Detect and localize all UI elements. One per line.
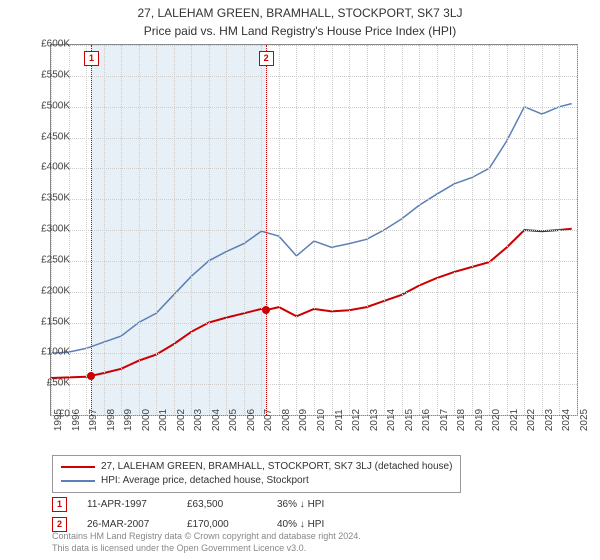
legend-label: 27, LALEHAM GREEN, BRAMHALL, STOCKPORT, … <box>101 460 452 474</box>
x-tick-label: 1997 <box>88 409 99 431</box>
sale-pct: 36% ↓ HPI <box>277 499 324 510</box>
legend: 27, LALEHAM GREEN, BRAMHALL, STOCKPORT, … <box>52 455 461 493</box>
sale-row-1: 1 11-APR-1997 £63,500 36% ↓ HPI <box>52 497 324 512</box>
x-tick-label: 2018 <box>456 409 467 431</box>
x-tick-label: 1996 <box>71 409 82 431</box>
x-tick-label: 2007 <box>263 409 274 431</box>
sale-dot <box>87 372 95 380</box>
chart-title-1: 27, LALEHAM GREEN, BRAMHALL, STOCKPORT, … <box>0 0 600 20</box>
x-tick-label: 2021 <box>509 409 520 431</box>
sale-price: £170,000 <box>187 519 257 530</box>
x-tick-label: 2003 <box>193 409 204 431</box>
x-tick-label: 2006 <box>246 409 257 431</box>
x-tick-label: 2001 <box>158 409 169 431</box>
chart-marker-2: 2 <box>259 51 274 66</box>
sale-date: 11-APR-1997 <box>87 499 167 510</box>
y-tick-label: £50K <box>47 378 70 389</box>
y-tick-label: £450K <box>41 131 70 142</box>
footer: Contains HM Land Registry data © Crown c… <box>52 530 361 554</box>
y-tick-label: £400K <box>41 162 70 173</box>
x-tick-label: 2019 <box>474 409 485 431</box>
x-tick-label: 2025 <box>579 409 590 431</box>
chart-marker-1: 1 <box>84 51 99 66</box>
x-tick-label: 2013 <box>369 409 380 431</box>
x-tick-label: 2009 <box>298 409 309 431</box>
x-tick-label: 1999 <box>123 409 134 431</box>
series-hpi <box>51 104 572 354</box>
chart-title-2: Price paid vs. HM Land Registry's House … <box>0 20 600 38</box>
chart-plot-area: 12 <box>50 44 578 416</box>
y-tick-label: £100K <box>41 347 70 358</box>
x-tick-label: 2008 <box>281 409 292 431</box>
x-tick-label: 2010 <box>316 409 327 431</box>
y-tick-label: £550K <box>41 69 70 80</box>
x-tick-label: 2002 <box>176 409 187 431</box>
y-tick-label: £250K <box>41 254 70 265</box>
sale-price: £63,500 <box>187 499 257 510</box>
x-tick-label: 2004 <box>211 409 222 431</box>
sale-pct: 40% ↓ HPI <box>277 519 324 530</box>
x-tick-label: 2005 <box>228 409 239 431</box>
x-tick-label: 2000 <box>141 409 152 431</box>
x-tick-label: 2023 <box>544 409 555 431</box>
x-tick-label: 2017 <box>439 409 450 431</box>
series-property <box>51 229 572 378</box>
legend-label: HPI: Average price, detached house, Stoc… <box>101 474 309 488</box>
y-tick-label: £200K <box>41 285 70 296</box>
y-tick-label: £300K <box>41 224 70 235</box>
legend-item-hpi: HPI: Average price, detached house, Stoc… <box>61 474 452 488</box>
x-tick-label: 1998 <box>106 409 117 431</box>
sale-marker-1: 1 <box>52 497 67 512</box>
legend-item-property: 27, LALEHAM GREEN, BRAMHALL, STOCKPORT, … <box>61 460 452 474</box>
y-tick-label: £350K <box>41 193 70 204</box>
x-tick-label: 2012 <box>351 409 362 431</box>
x-tick-label: 2020 <box>491 409 502 431</box>
y-tick-label: £150K <box>41 316 70 327</box>
x-tick-label: 2022 <box>526 409 537 431</box>
x-tick-label: 2014 <box>386 409 397 431</box>
sale-dot <box>262 306 270 314</box>
x-tick-label: 2011 <box>334 409 345 431</box>
footer-line2: This data is licensed under the Open Gov… <box>52 542 361 554</box>
footer-line1: Contains HM Land Registry data © Crown c… <box>52 530 361 542</box>
sale-date: 26-MAR-2007 <box>87 519 167 530</box>
x-tick-label: 2024 <box>561 409 572 431</box>
y-tick-label: £500K <box>41 100 70 111</box>
y-tick-label: £600K <box>41 39 70 50</box>
x-tick-label: 2015 <box>404 409 415 431</box>
x-tick-label: 1995 <box>53 409 64 431</box>
x-tick-label: 2016 <box>421 409 432 431</box>
